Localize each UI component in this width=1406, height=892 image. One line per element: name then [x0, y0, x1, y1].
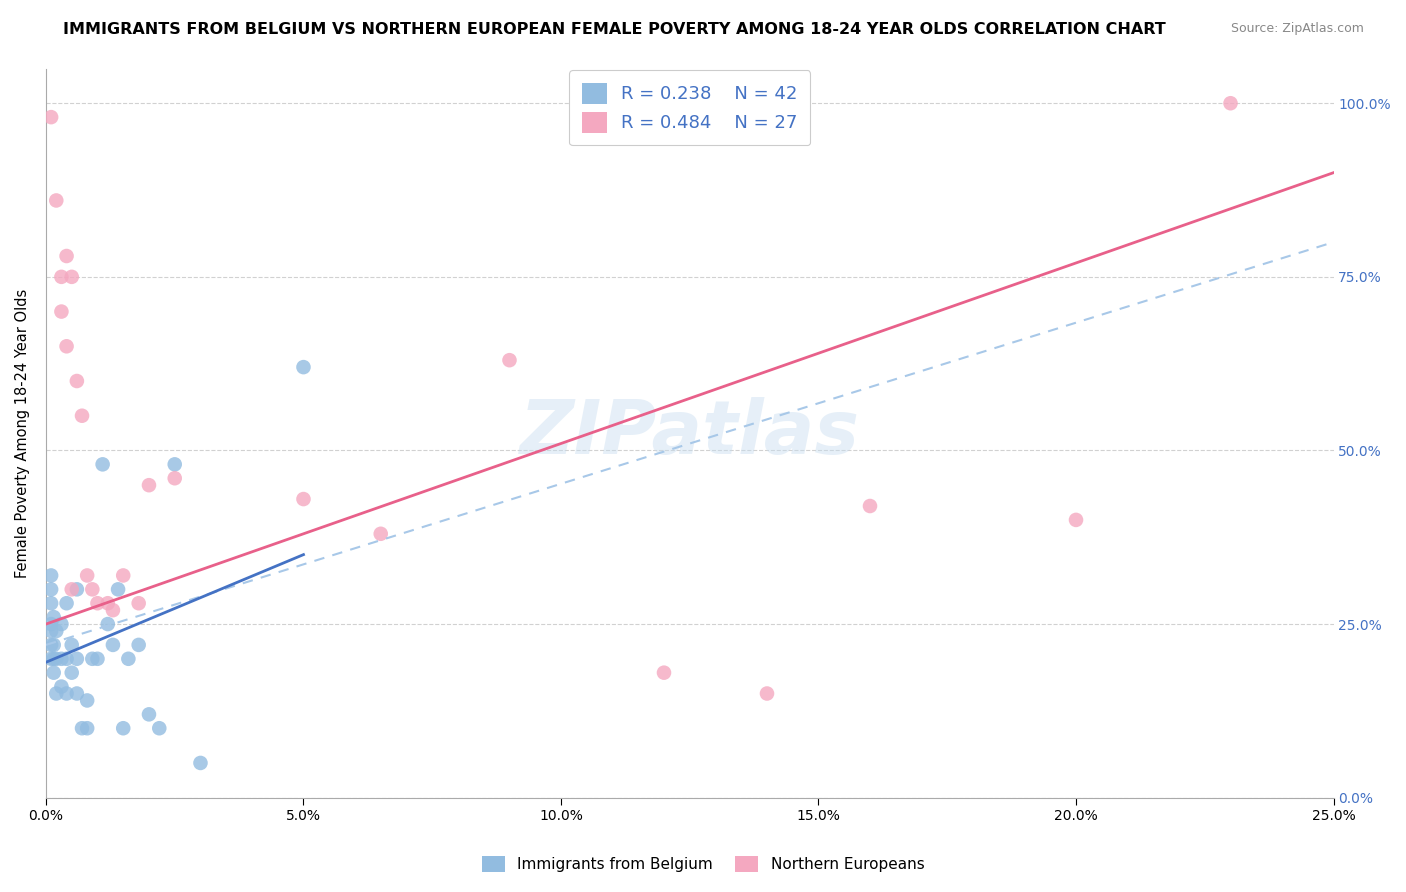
Point: [163, 471, 186, 485]
Point: [86, 596, 108, 610]
Point: [70, 409, 93, 423]
Point: [370, 526, 392, 541]
Text: ZIPatlas: ZIPatlas: [520, 397, 859, 469]
Legend: R = 0.238    N = 42, R = 0.484    N = 27: R = 0.238 N = 42, R = 0.484 N = 27: [569, 70, 810, 145]
Point: [91, 458, 114, 472]
Point: [498, 353, 520, 368]
Point: [756, 686, 779, 700]
Point: [42, 638, 65, 652]
Point: [39, 596, 62, 610]
Point: [60, 582, 83, 597]
Point: [66, 374, 89, 388]
Text: Source: ZipAtlas.com: Source: ZipAtlas.com: [1230, 22, 1364, 36]
Point: [117, 652, 139, 666]
Point: [39, 582, 62, 597]
Point: [148, 721, 170, 735]
Point: [66, 652, 89, 666]
Point: [128, 638, 150, 652]
Point: [107, 582, 129, 597]
Point: [55, 339, 77, 353]
Point: [652, 665, 675, 680]
Point: [55, 249, 77, 263]
Point: [82, 582, 104, 597]
Point: [51, 304, 73, 318]
Y-axis label: Female Poverty Among 18-24 Year Olds: Female Poverty Among 18-24 Year Olds: [15, 288, 30, 578]
Point: [60, 665, 83, 680]
Legend: Immigrants from Belgium, Northern Europeans: Immigrants from Belgium, Northern Europe…: [474, 848, 932, 880]
Point: [60, 269, 83, 284]
Point: [42, 665, 65, 680]
Point: [101, 638, 124, 652]
Point: [42, 652, 65, 666]
Point: [190, 756, 212, 770]
Point: [97, 617, 120, 632]
Point: [76, 568, 98, 582]
Point: [101, 603, 124, 617]
Point: [82, 652, 104, 666]
Point: [859, 499, 882, 513]
Point: [163, 458, 186, 472]
Point: [39, 617, 62, 632]
Point: [39, 652, 62, 666]
Point: [70, 721, 93, 735]
Point: [51, 680, 73, 694]
Point: [112, 721, 135, 735]
Point: [66, 686, 89, 700]
Point: [45, 194, 67, 208]
Text: IMMIGRANTS FROM BELGIUM VS NORTHERN EUROPEAN FEMALE POVERTY AMONG 18-24 YEAR OLD: IMMIGRANTS FROM BELGIUM VS NORTHERN EURO…: [63, 22, 1166, 37]
Point: [55, 686, 77, 700]
Point: [138, 707, 160, 722]
Point: [97, 596, 120, 610]
Point: [76, 721, 98, 735]
Point: [45, 624, 67, 638]
Point: [1064, 513, 1087, 527]
Point: [51, 652, 73, 666]
Point: [76, 693, 98, 707]
Point: [39, 638, 62, 652]
Point: [55, 652, 77, 666]
Point: [128, 596, 150, 610]
Point: [66, 582, 89, 597]
Point: [112, 568, 135, 582]
Point: [86, 652, 108, 666]
Point: [45, 652, 67, 666]
Point: [138, 478, 160, 492]
Point: [39, 110, 62, 124]
Point: [292, 491, 315, 506]
Point: [51, 617, 73, 632]
Point: [39, 568, 62, 582]
Point: [1219, 96, 1241, 111]
Point: [42, 610, 65, 624]
Point: [55, 596, 77, 610]
Point: [292, 360, 315, 375]
Point: [45, 686, 67, 700]
Point: [60, 638, 83, 652]
Point: [39, 624, 62, 638]
Point: [51, 269, 73, 284]
